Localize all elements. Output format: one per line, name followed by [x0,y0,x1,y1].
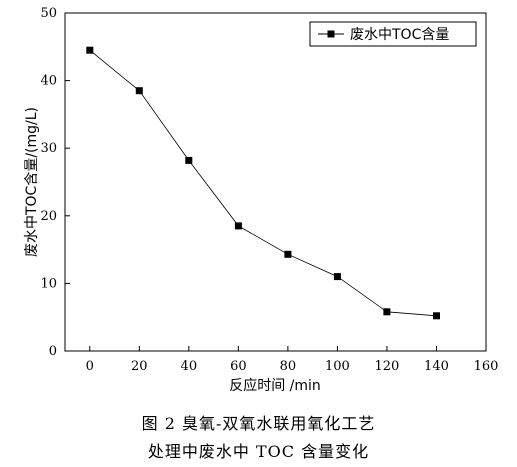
y-tick-label: 30 [40,141,57,156]
x-tick-label: 80 [280,359,297,374]
data-point-140 [433,312,440,320]
legend: 废水中TOC含量 [309,21,477,47]
data-point-40 [185,156,193,164]
data-point-0 [86,46,94,54]
x-axis: 0 20 40 60 80 100 120 140 160 [86,346,499,374]
x-axis-label: 反应时间 /min [229,377,321,394]
y-axis: 0 10 20 30 40 50 [40,6,70,359]
x-tick-label: 160 [474,359,499,374]
y-tick-label: 20 [40,209,57,224]
y-axis-label: 废水中TOC含量/(mg/L) [24,107,40,257]
legend-entry-toc: 废水中TOC含量 [350,27,449,43]
x-tick-label: 140 [424,359,449,374]
toc-line-chart: 0 10 20 30 40 50 0 20 40 60 80 100 120 140 160 反应时间 /… [24,6,499,394]
x-tick-label: 40 [181,359,198,374]
figure-caption-line-1: 图 2 臭氧-双氧水联用氧化工艺 [141,414,376,433]
x-tick-label: 100 [325,359,350,374]
plot-frame [64,12,487,352]
data-point-100 [333,273,341,281]
x-tick-label: 120 [375,359,400,374]
y-tick-label: 0 [49,344,57,359]
data-point-60 [234,222,242,230]
data-point-80 [284,250,292,258]
series-line-toc [89,49,437,317]
series-points-toc [86,46,440,320]
y-tick-label: 40 [40,74,57,89]
x-tick-label: 60 [230,359,247,374]
x-tick-label: 0 [86,359,94,374]
figure-caption-line-2: 处理中废水中 TOC 含量变化 [147,442,370,461]
y-tick-label: 10 [40,276,57,291]
data-point-120 [383,308,391,316]
legend-marker-swatch [327,30,335,38]
data-point-20 [135,87,143,95]
y-tick-label: 50 [40,6,57,21]
x-tick-label: 20 [131,359,148,374]
